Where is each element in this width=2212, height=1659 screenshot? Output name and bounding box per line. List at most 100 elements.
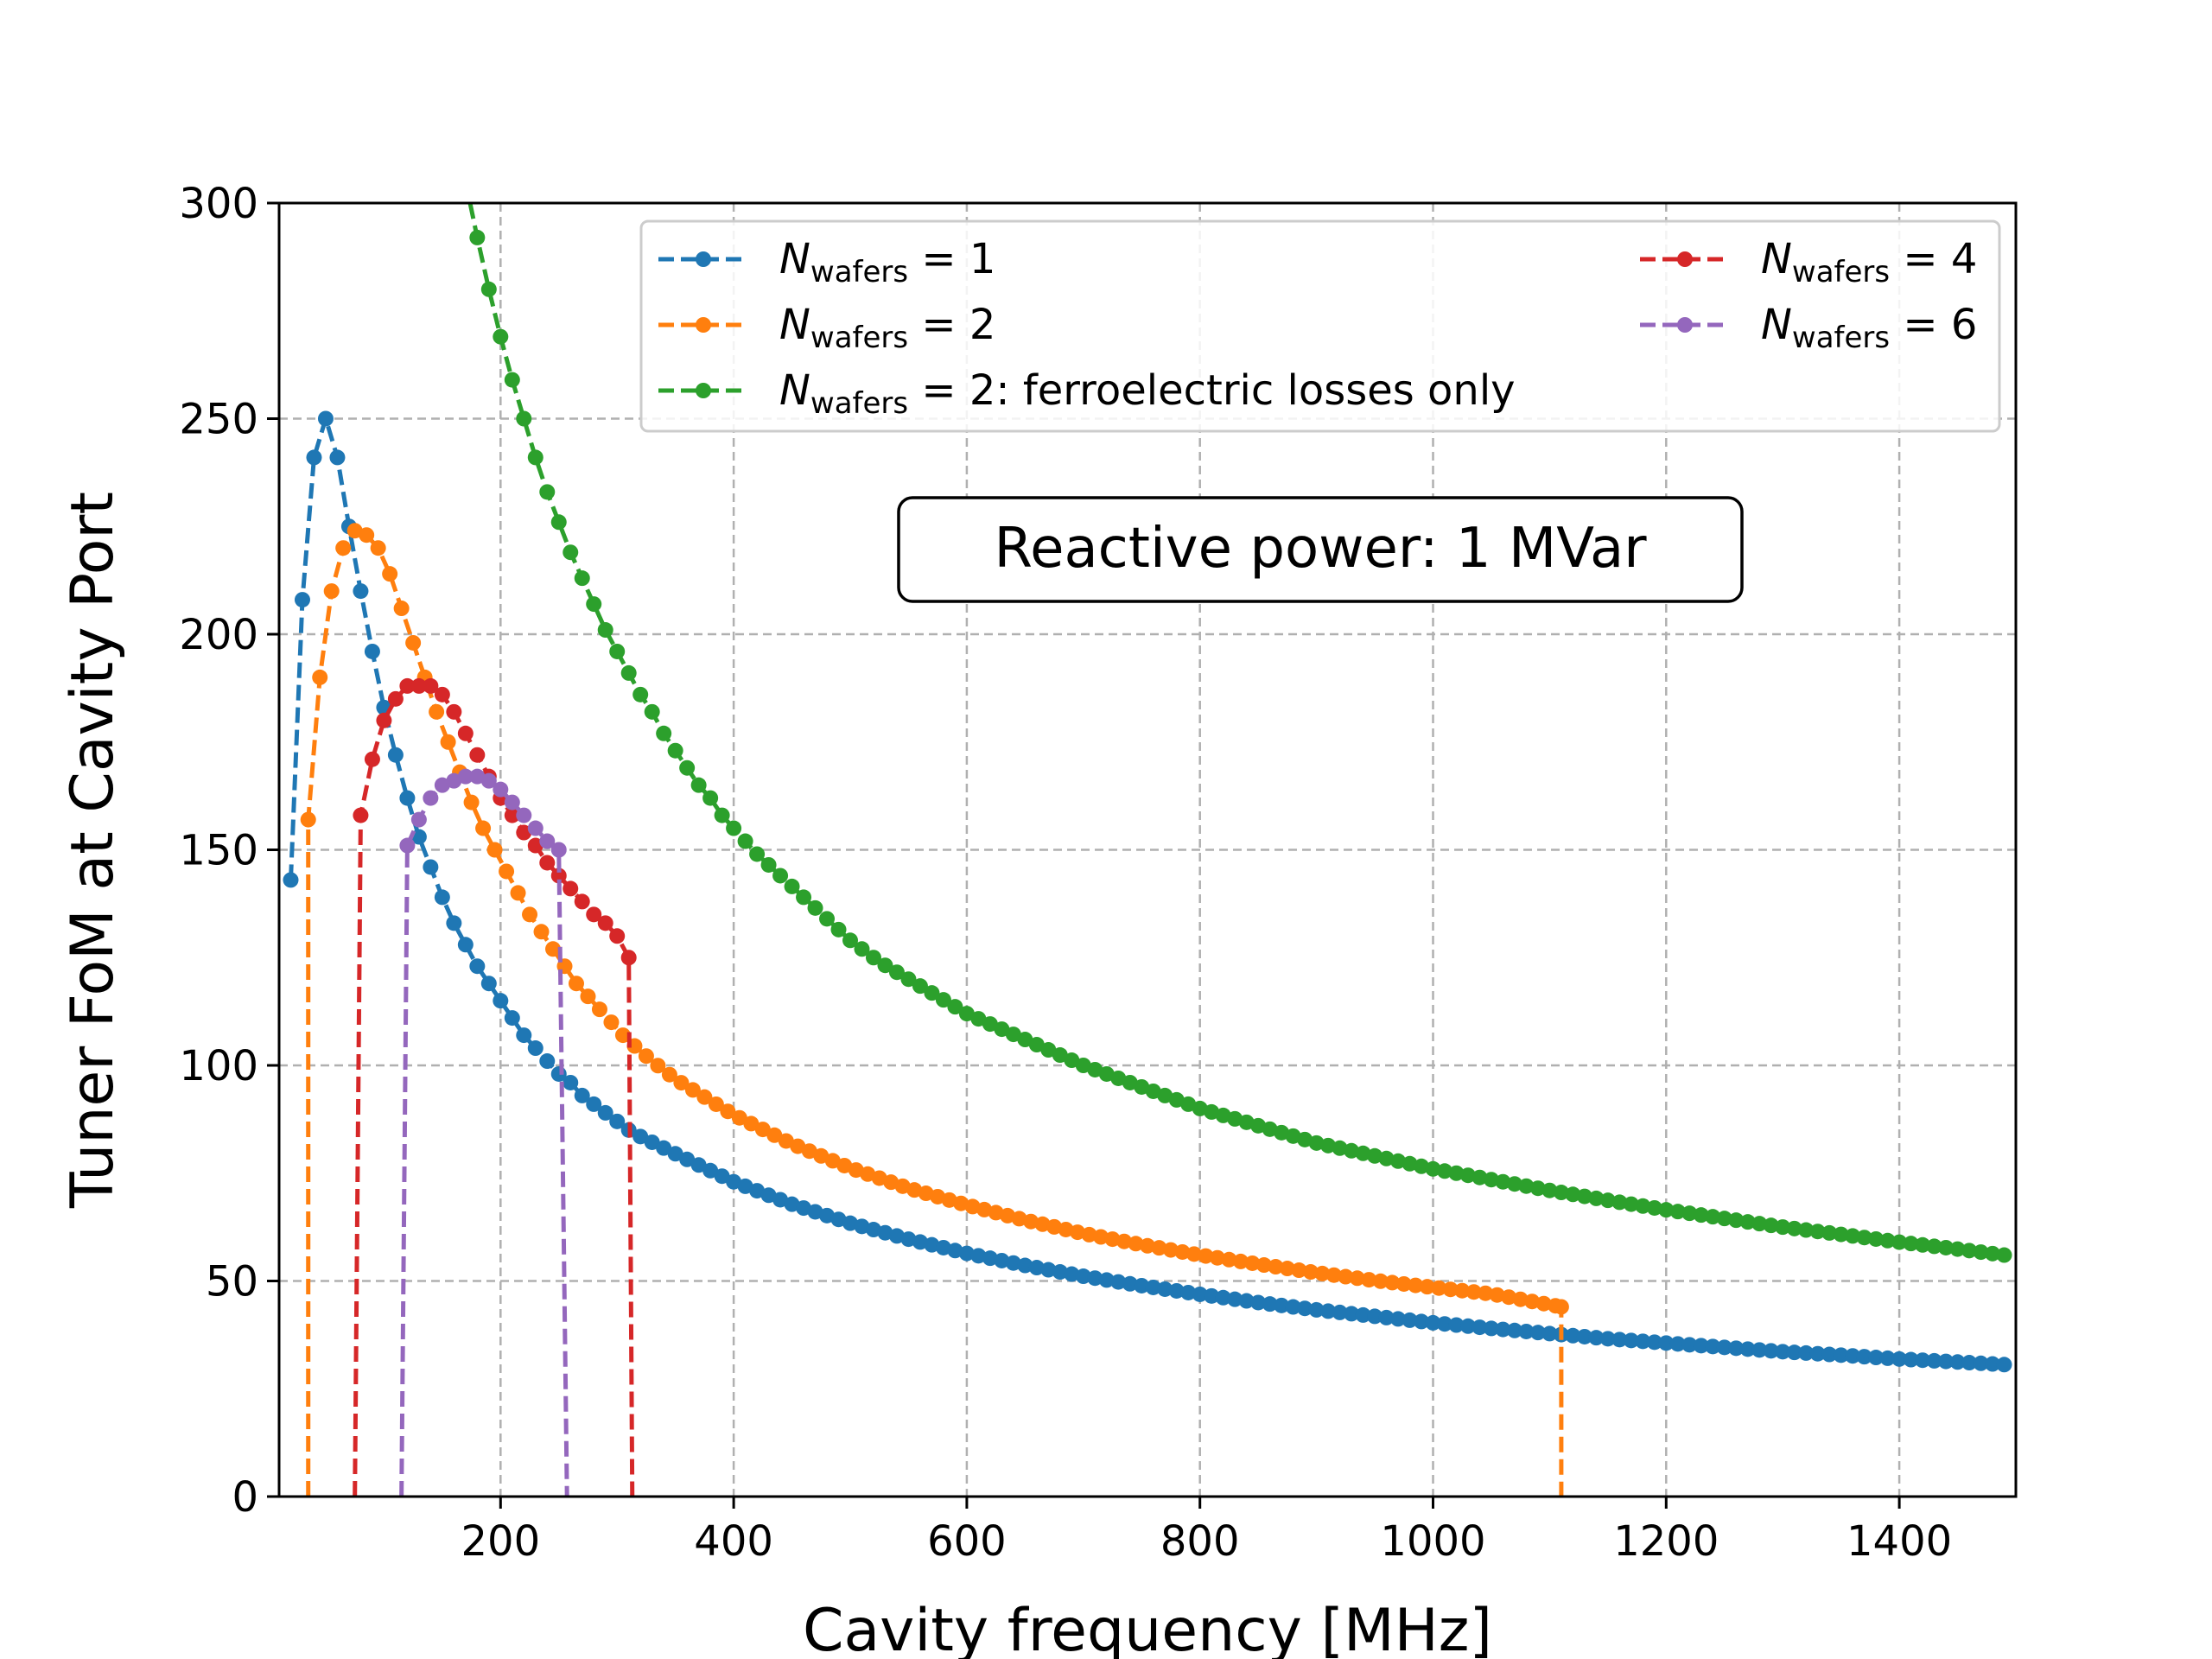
data-point	[906, 1182, 923, 1198]
data-point	[1052, 1264, 1068, 1281]
data-point	[888, 964, 905, 981]
data-point	[1524, 1294, 1541, 1310]
data-point	[994, 1252, 1010, 1268]
data-point	[586, 906, 602, 923]
data-point	[772, 1192, 789, 1208]
data-point	[1739, 1341, 1756, 1357]
data-point	[469, 229, 486, 245]
data-point	[1344, 1306, 1360, 1322]
data-point	[1425, 1314, 1441, 1331]
data-point	[1005, 1255, 1021, 1271]
data-point	[516, 807, 532, 823]
data-point	[1204, 1103, 1220, 1120]
data-point	[586, 1096, 602, 1112]
data-point	[958, 1006, 975, 1022]
data-point	[434, 889, 450, 906]
data-point	[603, 1014, 620, 1031]
ticks: 200 400 600 800 1000 1200 1400 0 50 100 150 200 250 3…	[179, 180, 1952, 1566]
data-point	[1518, 1323, 1535, 1339]
data-point	[1506, 1322, 1522, 1338]
data-point	[1046, 1218, 1063, 1235]
data-point	[714, 1168, 730, 1185]
data-point	[1623, 1332, 1639, 1349]
data-point	[1821, 1224, 1838, 1241]
legend-frame	[639, 219, 2001, 433]
data-point	[306, 449, 322, 466]
data-point	[1833, 1347, 1849, 1363]
data-point	[1227, 1110, 1243, 1127]
data-point	[1209, 1249, 1225, 1266]
data-point	[1436, 1316, 1452, 1332]
data-point	[1325, 1267, 1342, 1283]
data-point	[493, 781, 509, 798]
legend-label-sub: wafers	[1792, 255, 1890, 289]
data-point	[1023, 1213, 1039, 1230]
data-point	[1786, 1220, 1802, 1236]
data-point	[842, 1215, 859, 1231]
data-point	[370, 540, 386, 556]
data-point	[1798, 1222, 1815, 1238]
data-point	[1355, 1306, 1371, 1323]
data-point	[423, 790, 439, 806]
data-point	[620, 950, 637, 966]
data-point	[842, 932, 859, 949]
data-point	[463, 794, 480, 810]
data-point	[1751, 1342, 1768, 1358]
data-point	[1833, 1226, 1849, 1243]
data-point	[1442, 1281, 1459, 1298]
data-point	[527, 449, 543, 466]
data-point	[294, 592, 310, 608]
data-point	[1809, 1224, 1826, 1240]
data-point	[1501, 1289, 1517, 1306]
data-point	[457, 937, 474, 953]
data-point	[1134, 1277, 1150, 1294]
series-3	[467, 203, 2012, 1263]
data-point	[1185, 1246, 1202, 1262]
data-point	[1332, 1140, 1348, 1156]
data-point	[1961, 1355, 1978, 1371]
data-point	[1221, 1251, 1237, 1268]
data-point	[1140, 1237, 1155, 1254]
y-tick-label: 50	[206, 1258, 258, 1306]
data-point	[434, 777, 450, 793]
data-point	[667, 742, 683, 759]
data-point	[1215, 1289, 1231, 1306]
data-point	[1728, 1212, 1745, 1229]
data-point	[1098, 1065, 1115, 1082]
data-point	[684, 1082, 701, 1098]
data-point	[1390, 1153, 1407, 1169]
data-point	[1763, 1343, 1779, 1359]
data-point	[353, 807, 369, 823]
data-point	[1821, 1346, 1838, 1363]
data-point	[323, 583, 340, 600]
data-point	[1845, 1348, 1861, 1364]
data-point	[760, 856, 777, 873]
data-point	[1938, 1353, 1955, 1370]
data-point	[1845, 1228, 1861, 1244]
data-point	[423, 677, 439, 694]
legend-swatch-marker	[696, 251, 711, 267]
data-point	[1180, 1284, 1197, 1300]
data-point	[661, 1066, 677, 1083]
data-point	[1669, 1336, 1686, 1352]
legend-label-base: N	[779, 235, 810, 283]
data-point	[329, 449, 346, 466]
data-point	[1320, 1137, 1337, 1154]
data-point	[1110, 1070, 1127, 1086]
data-point	[888, 1228, 905, 1244]
data-point	[1949, 1241, 1966, 1257]
data-point	[1198, 1248, 1214, 1264]
data-point	[1623, 1196, 1639, 1212]
data-point	[574, 893, 590, 910]
data-point	[1903, 1351, 1919, 1368]
data-point	[364, 643, 380, 659]
data-point	[563, 1074, 579, 1090]
data-point	[976, 1201, 993, 1217]
data-point	[877, 1224, 893, 1241]
data-point	[1705, 1209, 1721, 1225]
data-point	[1576, 1188, 1592, 1205]
data-point	[1180, 1096, 1197, 1112]
data-point	[614, 1027, 631, 1044]
data-point	[1489, 1287, 1505, 1303]
